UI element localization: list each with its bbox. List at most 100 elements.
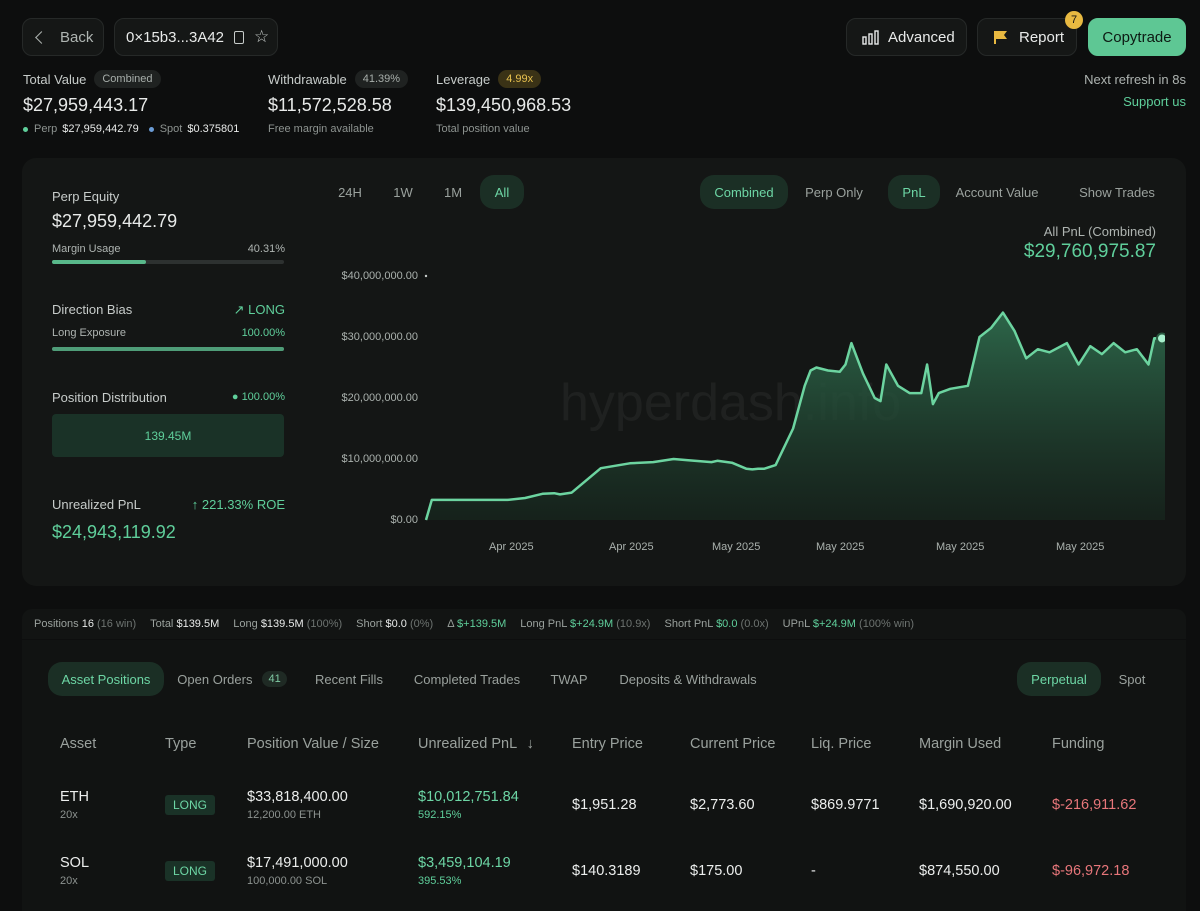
stat-total: Total $139.5M [150, 618, 220, 630]
advanced-label: Advanced [888, 28, 955, 46]
unrealized-pnl-pct: 592.15% [418, 809, 462, 821]
type-badge: LONG [165, 795, 216, 815]
leverage-value: $139,450,968.53 [436, 95, 572, 115]
show-trades-toggle[interactable]: Show Trades [1079, 184, 1155, 200]
x-tick-5: May 2025 [936, 541, 985, 553]
tab-completed-trades[interactable]: Completed Trades [413, 671, 521, 687]
pnl-area-chart[interactable]: hyperdash.info [420, 260, 1165, 530]
copytrade-button[interactable]: Copytrade [1088, 18, 1186, 56]
leverage-label: Leverage [436, 71, 491, 87]
stat-long-pnl: Long PnL $+24.9M (10.9x) [520, 618, 651, 630]
x-tick-4: May 2025 [816, 541, 865, 553]
back-button[interactable]: Back [22, 18, 104, 56]
col-entry[interactable]: Entry Price [572, 736, 643, 752]
col-funding[interactable]: Funding [1052, 736, 1105, 752]
stat-long: Long $139.5M (100%) [233, 618, 343, 630]
position-distribution-bar[interactable]: 139.45M [52, 414, 284, 457]
withdrawable-sub: Free margin available [268, 123, 374, 135]
sort-desc-icon: ↓ [526, 736, 534, 752]
trending-up-icon: ↗ [233, 302, 249, 317]
y-tick-20m: $20,000,000.00 [341, 392, 418, 404]
long-exposure-label: Long Exposure [52, 327, 126, 339]
report-badge: 7 [1065, 11, 1083, 29]
stat-positions: Positions 16 (16 win) [34, 618, 137, 630]
perp-value: $27,959,442.79 [62, 123, 139, 135]
position-distribution-label: Position Distribution [52, 390, 167, 405]
unrealized-roe-text: 221.33% ROE [201, 497, 285, 512]
tab-twap[interactable]: TWAP [550, 671, 588, 687]
col-unrealized-label: Unrealized PnL [418, 736, 517, 752]
range-1m[interactable]: 1M [443, 184, 463, 200]
position-size: 12,200.00 ETH [247, 809, 321, 821]
spot-value: $0.375801 [187, 123, 240, 135]
long-exposure-value: 100.00% [241, 327, 285, 339]
x-tick-6: May 2025 [1056, 541, 1105, 553]
tab-perpetual[interactable]: Perpetual [1017, 662, 1101, 696]
perp-dot [23, 126, 28, 132]
position-distribution-pct-text: 100.00% [241, 391, 285, 403]
open-orders-count: 41 [262, 671, 287, 687]
view-account-value[interactable]: Account Value [955, 184, 1039, 200]
wallet-address: 0×15b3...3A42 [126, 28, 225, 46]
range-all[interactable]: All [480, 175, 524, 209]
dot-icon: ● [231, 391, 242, 403]
range-24h[interactable]: 24H [338, 184, 362, 200]
pnl-area-fill [426, 312, 1165, 520]
x-tick-1: Apr 2025 [489, 541, 534, 553]
total-value: $27,959,443.17 [23, 95, 149, 115]
type-badge: LONG [165, 861, 216, 881]
position-value: $33,818,400.00 [247, 789, 348, 805]
margin-used: $1,690,920.00 [919, 797, 1012, 813]
stat-short-pnl: Short PnL $0.0 (0.0x) [664, 618, 769, 630]
mode-perp-only[interactable]: Perp Only [805, 184, 863, 200]
leverage-sub: Total position value [436, 123, 530, 135]
tab-open-orders[interactable]: Open Orders 41 [172, 662, 292, 696]
mode-combined[interactable]: Combined [700, 175, 788, 209]
col-unrealized[interactable]: Unrealized PnL ↓ [418, 736, 534, 752]
unrealized-roe: ↑ 221.33% ROE [170, 497, 285, 512]
margin-usage-label: Margin Usage [52, 243, 121, 255]
chart-summary-label: All PnL (Combined) [1043, 224, 1156, 239]
current-price: $2,773.60 [690, 797, 755, 813]
view-pnl[interactable]: PnL [888, 175, 940, 209]
col-type[interactable]: Type [165, 736, 197, 752]
total-value-block: Total Value Combined $27,959,443.17 Perp… [23, 70, 239, 135]
entry-price: $1,951.28 [572, 797, 637, 813]
latest-point-marker[interactable] [1156, 332, 1165, 345]
positions-panel [22, 640, 1186, 911]
copytrade-label: Copytrade [1102, 28, 1172, 46]
y-tick-0: $0.00 [390, 514, 418, 526]
range-1w[interactable]: 1W [393, 184, 413, 200]
tab-deposits-withdrawals[interactable]: Deposits & Withdrawals [619, 671, 757, 687]
tab-open-orders-label: Open Orders [177, 671, 253, 687]
pnl-series-line [424, 311, 1165, 521]
stat-short: Short $0.0 (0%) [356, 618, 434, 630]
withdrawable-block: Withdrawable 41.39% $11,572,528.58 Free … [268, 70, 409, 135]
star-icon[interactable]: ☆ [254, 27, 270, 46]
position-size: 100,000.00 SOL [247, 875, 328, 887]
support-link[interactable]: Support us [1123, 94, 1186, 109]
col-position-value[interactable]: Position Value / Size [247, 736, 379, 752]
report-button[interactable]: Report [977, 18, 1077, 56]
col-current[interactable]: Current Price [690, 736, 776, 752]
margin-usage-fill [52, 260, 146, 264]
col-margin[interactable]: Margin Used [919, 736, 1002, 752]
asset-leverage: 20x [60, 809, 78, 821]
stats-strip: Positions 16 (16 win) Total $139.5M Long… [22, 609, 1186, 639]
copy-icon[interactable] [234, 30, 245, 44]
tab-asset-positions[interactable]: Asset Positions [48, 662, 164, 696]
combined-chip: Combined [94, 70, 161, 88]
col-liq[interactable]: Liq. Price [811, 736, 872, 752]
tab-recent-fills[interactable]: Recent Fills [315, 671, 383, 687]
y-tick-10m: $10,000,000.00 [341, 453, 418, 465]
col-asset[interactable]: Asset [60, 736, 97, 752]
arrow-up-icon: ↑ [191, 497, 202, 512]
back-label: Back [60, 28, 94, 46]
tab-spot[interactable]: Spot [1118, 671, 1146, 687]
perp-equity-value: $27,959,442.79 [52, 211, 178, 231]
asset-name: SOL [60, 855, 90, 871]
advanced-button[interactable]: Advanced [846, 18, 967, 56]
funding: $-96,972.18 [1052, 863, 1130, 879]
asset-leverage: 20x [60, 875, 78, 887]
position-value: $17,491,000.00 [247, 855, 348, 871]
